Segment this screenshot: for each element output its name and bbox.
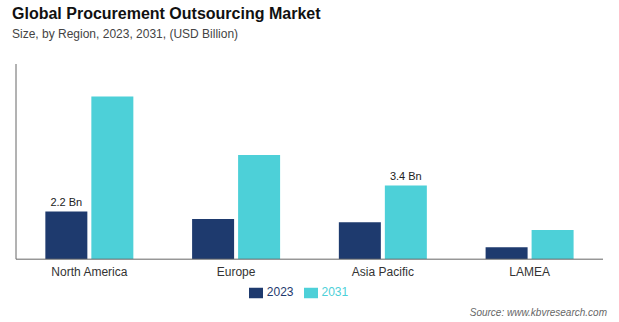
html-text:2031: 2031 (321, 285, 349, 300)
html-text:Size, by Region, 2023, 2031, (: Size, by Region, 2023, 2031, (USD Billio… (12, 27, 239, 41)
html-text:Global Procurement Outsourcing: Global Procurement Outsourcing Market (12, 5, 321, 22)
svg-text:Asia Pacific: Asia Pacific (352, 265, 414, 279)
svg-text:North America: North America (51, 265, 127, 279)
html-text:2023: 2023 (266, 285, 294, 300)
svg-text:3.4 Bn: 3.4 Bn (390, 170, 422, 182)
html-text:Source: www.kbvresearch.com: Source: www.kbvresearch.com (469, 307, 607, 318)
svg-text:2.2 Bn: 2.2 Bn (50, 196, 82, 208)
svg-text:Europe: Europe (217, 265, 256, 279)
svg-text:LAMEA: LAMEA (509, 265, 550, 279)
